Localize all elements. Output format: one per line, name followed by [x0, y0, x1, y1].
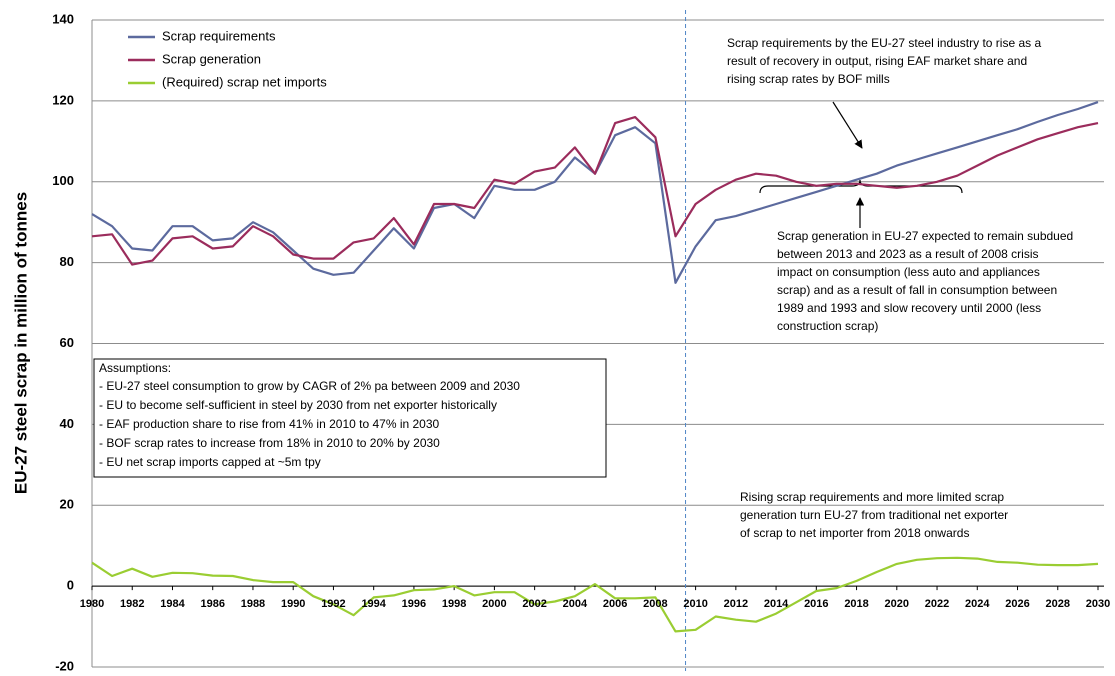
y-tick-label: -20 [55, 658, 74, 671]
legend-label: (Required) scrap net imports [162, 74, 327, 89]
x-tick-label: 2022 [925, 598, 949, 610]
annotation-text: construction scrap) [777, 319, 878, 333]
assumptions-box [93, 358, 607, 478]
assumptions-text: - EAF production share to rise from 41% … [99, 417, 440, 431]
y-tick-label: 60 [60, 335, 74, 350]
x-tick-label: 2014 [764, 598, 789, 610]
y-tick-label: 40 [60, 416, 74, 431]
annotation-text: between 2013 and 2023 as a result of 200… [777, 247, 1039, 261]
x-tick-label: 2028 [1046, 598, 1070, 610]
legend-label: Scrap requirements [162, 28, 276, 43]
annotation-text: result of recovery in output, rising EAF… [727, 54, 1027, 68]
x-tick-label: 2008 [643, 598, 667, 610]
x-tick-label: 1996 [402, 598, 426, 610]
y-tick-label: 120 [52, 92, 74, 107]
annotation-text: Scrap generation in EU-27 expected to re… [777, 229, 1073, 243]
x-tick-label: 2004 [563, 598, 588, 610]
x-tick-label: 1994 [361, 598, 386, 610]
assumptions-text: - EU-27 steel consumption to grow by CAG… [99, 379, 520, 393]
y-tick-label: 100 [52, 173, 74, 188]
annotation-text: Scrap requirements by the EU-27 steel in… [727, 36, 1041, 50]
assumptions-text: - BOF scrap rates to increase from 18% i… [99, 436, 440, 450]
x-tick-label: 2010 [683, 598, 707, 610]
x-tick-label: 1984 [160, 598, 185, 610]
y-tick-label: 80 [60, 254, 74, 269]
series-line [91, 116, 1099, 266]
x-tick-label: 2012 [724, 598, 748, 610]
annotation-text: rising scrap rates by BOF mills [727, 72, 890, 86]
y-tick-label: 20 [60, 497, 74, 512]
x-tick-label: 2006 [603, 598, 627, 610]
x-tick-label: 2026 [1005, 598, 1029, 610]
annotation-text: of scrap to net importer from 2018 onwar… [740, 526, 969, 540]
x-tick-label: 2020 [885, 598, 909, 610]
x-tick-label: 2002 [522, 598, 546, 610]
series-line [91, 556, 1099, 633]
x-tick-label: 1986 [200, 598, 224, 610]
y-tick-label: 0 [67, 578, 74, 593]
assumptions-title: Assumptions: [99, 361, 171, 375]
annotation-text: generation turn EU-27 from traditional n… [740, 508, 1008, 522]
y-axis-label: EU-27 steel scrap in million of tonnes [11, 192, 30, 494]
x-tick-label: 2016 [804, 598, 828, 610]
x-tick-label: 2018 [844, 598, 868, 610]
assumptions-text: - EU to become self-sufficient in steel … [99, 398, 497, 412]
annotation-arrow [832, 101, 863, 149]
annotation-text: impact on consumption (less auto and app… [777, 265, 1040, 279]
x-tick-label: 2000 [482, 598, 506, 610]
x-tick-label: 1982 [120, 598, 144, 610]
y-tick-label: 140 [52, 11, 74, 26]
annotation-text: scrap) and as a result of fall in consum… [777, 283, 1057, 297]
annotation-brace [759, 179, 963, 194]
annotation-text: Rising scrap requirements and more limit… [740, 490, 1004, 504]
x-tick-label: 1998 [442, 598, 466, 610]
x-tick-label: 1980 [80, 598, 104, 610]
x-tick-label: 1990 [281, 598, 305, 610]
x-tick-label: 2030 [1086, 598, 1110, 610]
x-tick-label: 1988 [241, 598, 265, 610]
annotation-text: 1989 and 1993 and slow recovery until 20… [777, 301, 1041, 315]
x-tick-label: 2024 [965, 598, 990, 610]
x-tick-label: 1992 [321, 598, 345, 610]
legend-label: Scrap generation [162, 51, 261, 66]
assumptions-text: - EU net scrap imports capped at ~5m tpy [99, 455, 321, 469]
